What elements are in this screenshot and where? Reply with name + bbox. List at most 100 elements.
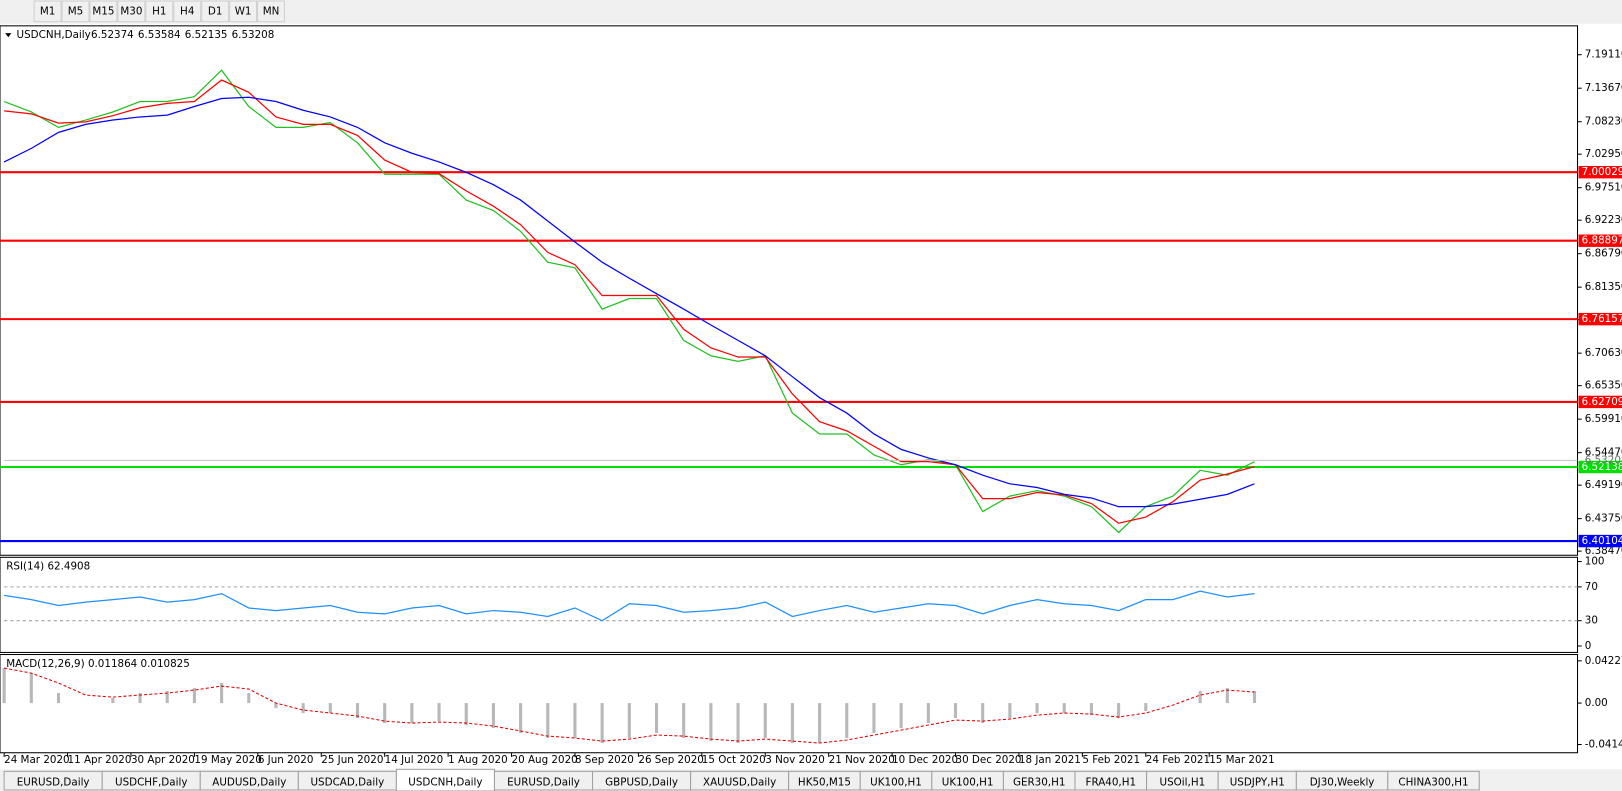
tab[interactable] bbox=[1387, 770, 1480, 791]
histogram-bar bbox=[953, 703, 958, 719]
timeframe-button[interactable] bbox=[89, 0, 118, 23]
tab-label[interactable]: USDJPY,H1 bbox=[1230, 777, 1285, 789]
tab-label[interactable]: EURUSD,Daily bbox=[17, 777, 90, 789]
x-tick-label: 15 Mar 2021 bbox=[1209, 754, 1274, 766]
timeframe-button[interactable] bbox=[61, 0, 90, 23]
level-tag bbox=[1578, 460, 1622, 474]
histogram-bar bbox=[29, 673, 33, 704]
tab-label[interactable]: FRA40,H1 bbox=[1086, 777, 1137, 789]
tab-label[interactable]: USDCHF,Daily bbox=[115, 777, 187, 789]
histogram-bar bbox=[192, 688, 196, 704]
histogram-bar bbox=[519, 703, 523, 734]
level-tag bbox=[1578, 165, 1622, 179]
histogram-bar bbox=[926, 703, 930, 724]
timeframe-button[interactable] bbox=[257, 0, 285, 23]
timeframe-label[interactable]: H4 bbox=[180, 5, 194, 17]
tab-label[interactable]: USDCAD,Daily bbox=[310, 777, 384, 789]
histogram-bar bbox=[546, 703, 550, 739]
series-line bbox=[4, 667, 1255, 744]
histogram-bar bbox=[1144, 703, 1148, 712]
histogram-bar bbox=[1035, 703, 1039, 714]
timeframe-label[interactable]: W1 bbox=[235, 5, 252, 17]
tab-label[interactable]: AUDUSD,Daily bbox=[212, 777, 286, 789]
timeframe-label[interactable]: MN bbox=[263, 5, 280, 17]
histogram-bar bbox=[274, 703, 278, 709]
tab-label[interactable]: GER30,H1 bbox=[1013, 777, 1065, 789]
histogram-bar bbox=[383, 703, 387, 724]
tab-label[interactable]: USDCNH,Daily bbox=[408, 777, 482, 789]
x-tick-label: 21 Nov 2020 bbox=[829, 754, 895, 766]
histogram-bar bbox=[1089, 703, 1093, 716]
y-tick-label: 6.86790 bbox=[1585, 248, 1622, 260]
tab-label[interactable]: UK100,H1 bbox=[942, 777, 994, 789]
x-tick-label: 20 Aug 2020 bbox=[512, 754, 578, 766]
x-tick-label: 19 May 2020 bbox=[194, 754, 261, 766]
main-panel bbox=[0, 25, 1579, 556]
level-tag bbox=[1578, 312, 1622, 326]
timeframe-label[interactable]: M5 bbox=[68, 5, 83, 17]
histogram-bar bbox=[790, 703, 794, 744]
level-label: 6.52138 bbox=[1582, 461, 1622, 473]
timeframe-label[interactable]: D1 bbox=[208, 5, 223, 17]
x-tick-label: 30 Dec 2020 bbox=[956, 754, 1022, 766]
series-line bbox=[3, 69, 1255, 534]
y-tick-label: 100 bbox=[1585, 556, 1605, 568]
timeframe-button[interactable] bbox=[229, 0, 258, 23]
x-tick-label: 10 Dec 2020 bbox=[892, 754, 958, 766]
y-tick-label: 30 bbox=[1585, 615, 1598, 627]
y-tick-label: 6.43750 bbox=[1585, 513, 1622, 525]
histogram-bar bbox=[1252, 691, 1257, 704]
x-tick-label: 26 Sep 2020 bbox=[638, 754, 703, 766]
x-tick-label: 24 Feb 2021 bbox=[1146, 754, 1210, 766]
level-label: 6.88897 bbox=[1582, 235, 1622, 247]
histogram-bar bbox=[138, 693, 142, 704]
tab-label[interactable]: GBPUSD,Daily bbox=[605, 777, 678, 789]
x-tick-label: 5 Feb 2021 bbox=[1082, 754, 1140, 766]
timeframe-label[interactable]: M15 bbox=[92, 5, 114, 17]
histogram-bar bbox=[1198, 691, 1202, 704]
level-label: 7.00029 bbox=[1582, 166, 1622, 178]
tab-label[interactable]: USOil,H1 bbox=[1160, 777, 1206, 789]
y-tick-label: 0.042275 bbox=[1585, 655, 1622, 667]
panel-title: RSI(14) 62.4908 bbox=[6, 561, 90, 573]
tab-label[interactable]: HK50,M15 bbox=[798, 777, 851, 789]
y-tick-label: 70 bbox=[1585, 581, 1598, 593]
y-tick-label: 6.38470 bbox=[1585, 545, 1622, 557]
timeframe-label[interactable]: M30 bbox=[120, 5, 142, 17]
x-tick-label: 8 Sep 2020 bbox=[575, 754, 634, 766]
series-line bbox=[4, 79, 1255, 524]
histogram-bar bbox=[220, 683, 224, 704]
tab-label[interactable]: CHINA300,H1 bbox=[1398, 777, 1468, 789]
timeframe-button[interactable] bbox=[201, 0, 230, 23]
histogram-bar bbox=[682, 703, 686, 739]
timeframe-label[interactable]: H1 bbox=[152, 5, 166, 17]
tab-label[interactable]: EURUSD,Daily bbox=[507, 777, 580, 789]
tab-label[interactable]: DJ30,Weekly bbox=[1310, 777, 1375, 789]
histogram-bar bbox=[301, 703, 305, 714]
level-label: 6.40104 bbox=[1582, 535, 1622, 547]
y-tick-label: 0 bbox=[1585, 640, 1592, 652]
quote-value: 6.53584 bbox=[138, 29, 181, 41]
histogram-bar bbox=[709, 703, 713, 742]
level-tag bbox=[1578, 234, 1622, 247]
timeframe-button[interactable] bbox=[33, 0, 62, 23]
timeframe-button[interactable] bbox=[173, 0, 202, 23]
histogram-bar bbox=[165, 691, 169, 704]
timeframe-button[interactable] bbox=[117, 0, 146, 23]
y-tick-label: -0.04148 bbox=[1585, 739, 1622, 751]
series-line bbox=[3, 96, 1255, 508]
timeframe-label[interactable]: M1 bbox=[40, 5, 55, 17]
histogram-bar bbox=[899, 703, 903, 729]
y-tick-label: 7.02950 bbox=[1585, 148, 1622, 160]
timeframe-button[interactable] bbox=[145, 0, 174, 23]
histogram-bar bbox=[818, 703, 822, 744]
x-tick-label: 15 Oct 2020 bbox=[702, 754, 766, 766]
histogram-bar bbox=[1008, 703, 1012, 719]
tab-label[interactable]: XAUUSD,Daily bbox=[703, 777, 776, 789]
histogram-bar bbox=[1062, 703, 1066, 714]
panel-title: MACD(12,26,9) 0.011864 0.010825 bbox=[6, 658, 190, 670]
tab-label[interactable]: UK100,H1 bbox=[870, 777, 922, 789]
histogram-bar bbox=[111, 698, 115, 704]
histogram-bar bbox=[410, 703, 414, 724]
